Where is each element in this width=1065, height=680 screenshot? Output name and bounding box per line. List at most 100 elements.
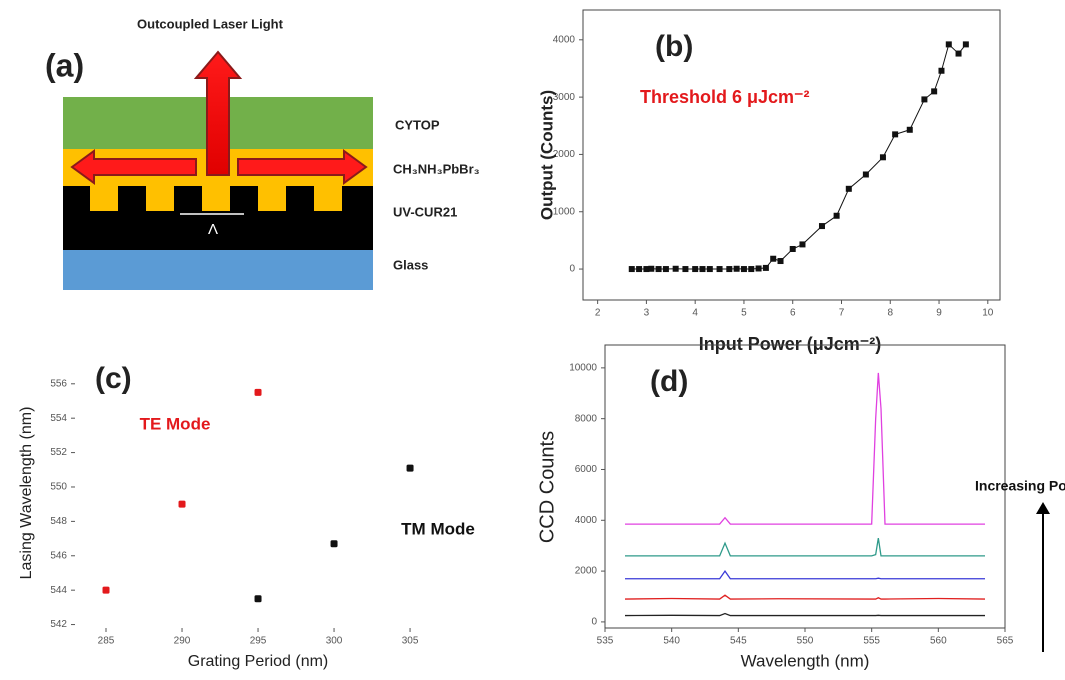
data-point xyxy=(945,41,952,48)
y-axis-label: Lasing Wavelength (nm) xyxy=(18,407,35,580)
data-point xyxy=(662,266,669,273)
data-point xyxy=(655,266,662,273)
data-point xyxy=(879,154,886,161)
annotation: Increasing Power xyxy=(975,478,1065,494)
data-point xyxy=(777,258,784,265)
panel-label: (d) xyxy=(650,365,688,398)
y-tick-label: 4000 xyxy=(575,515,598,526)
y-tick-label: 548 xyxy=(50,516,67,527)
data-point xyxy=(254,388,262,396)
data-point xyxy=(636,266,643,273)
data-point xyxy=(740,266,747,273)
y-tick-label: 8000 xyxy=(575,413,598,424)
x-tick-label: 305 xyxy=(402,636,419,647)
y-tick-label: 2000 xyxy=(553,149,576,160)
grating-teeth xyxy=(90,185,342,211)
data-point xyxy=(706,266,713,273)
y-tick-label: 1000 xyxy=(553,206,576,217)
y-tick-label: 2000 xyxy=(575,566,598,577)
x-axis-label: Grating Period (nm) xyxy=(188,653,329,670)
plot-frame xyxy=(582,9,1001,301)
y-tick-label: 554 xyxy=(50,413,67,424)
data-point xyxy=(955,50,962,57)
x-tick-label: 8 xyxy=(887,308,893,319)
data-point xyxy=(938,67,945,74)
layer-label: UV-CUR21 xyxy=(393,204,457,219)
data-point xyxy=(699,266,706,273)
y-axis-label: CCD Counts xyxy=(536,431,558,543)
top-label: Outcoupled Laser Light xyxy=(137,16,284,31)
data-point xyxy=(845,185,852,192)
layer-diagram: (a) Outcoupled Laser Light Λ CYTOP CH₃NH… xyxy=(45,16,480,290)
x-tick-label: 300 xyxy=(326,636,343,647)
y-tick-label: 0 xyxy=(569,264,575,275)
x-tick-label: 3 xyxy=(644,308,650,319)
data-point xyxy=(733,265,740,272)
y-tick-label: 6000 xyxy=(575,464,598,475)
data-point xyxy=(862,171,869,178)
y-tick-label: 542 xyxy=(50,619,67,630)
layer-label: CH₃NH₃PbBr₃ xyxy=(393,161,480,176)
up-arrow xyxy=(193,50,243,176)
y-tick-label: 544 xyxy=(50,585,67,596)
data-point xyxy=(789,245,796,252)
data-point xyxy=(178,500,186,508)
annotation: Threshold 6 μJcm⁻² xyxy=(640,87,810,107)
y-tick-label: 4000 xyxy=(553,34,576,45)
data-point xyxy=(799,241,806,248)
x-axis-label: Wavelength (nm) xyxy=(741,651,870,670)
data-point xyxy=(726,266,733,273)
data-point xyxy=(818,223,825,230)
y-tick-label: 552 xyxy=(50,447,67,458)
x-tick-label: 560 xyxy=(930,636,947,647)
x-tick-label: 550 xyxy=(797,636,814,647)
x-tick-label: 565 xyxy=(997,636,1014,647)
x-tick-label: 9 xyxy=(936,308,942,319)
data-point xyxy=(254,595,262,603)
data-point xyxy=(648,265,655,272)
left-arrow xyxy=(70,149,197,185)
x-tick-label: 295 xyxy=(250,636,267,647)
data-point xyxy=(892,131,899,138)
series-line xyxy=(631,43,967,270)
series-line xyxy=(625,372,985,525)
data-point xyxy=(330,540,338,548)
data-point xyxy=(755,265,762,272)
legend-label: TM Mode xyxy=(401,519,475,538)
series-line xyxy=(625,537,985,557)
data-point xyxy=(692,266,699,273)
data-point xyxy=(672,265,679,272)
data-point xyxy=(833,212,840,219)
y-axis-label: Output (Counts) xyxy=(537,90,556,220)
data-point xyxy=(748,266,755,273)
period-label: Λ xyxy=(208,221,218,238)
right-arrow xyxy=(237,149,368,185)
series-line xyxy=(624,612,985,617)
x-tick-label: 555 xyxy=(863,636,880,647)
data-point xyxy=(931,88,938,95)
data-point xyxy=(406,464,414,472)
x-tick-label: 285 xyxy=(98,636,115,647)
x-axis-label: Input Power (μJcm⁻²) xyxy=(699,334,882,354)
data-point xyxy=(102,586,110,594)
panel-label: (a) xyxy=(45,47,84,83)
data-point xyxy=(906,126,913,133)
data-point xyxy=(628,266,635,273)
x-tick-label: 5 xyxy=(741,308,747,319)
x-tick-label: 535 xyxy=(597,636,614,647)
data-point xyxy=(762,264,769,271)
data-point xyxy=(921,96,928,103)
x-tick-label: 540 xyxy=(663,636,680,647)
y-tick-label: 0 xyxy=(591,617,597,628)
data-point xyxy=(643,266,650,273)
glass-layer xyxy=(63,250,373,290)
data-point xyxy=(962,41,969,48)
x-tick-label: 545 xyxy=(730,636,747,647)
y-tick-label: 546 xyxy=(50,550,67,561)
data-point xyxy=(682,266,689,273)
x-tick-label: 290 xyxy=(174,636,191,647)
x-tick-label: 10 xyxy=(982,308,994,319)
power-arrow-head xyxy=(1036,502,1050,514)
y-tick-label: 550 xyxy=(50,482,67,493)
